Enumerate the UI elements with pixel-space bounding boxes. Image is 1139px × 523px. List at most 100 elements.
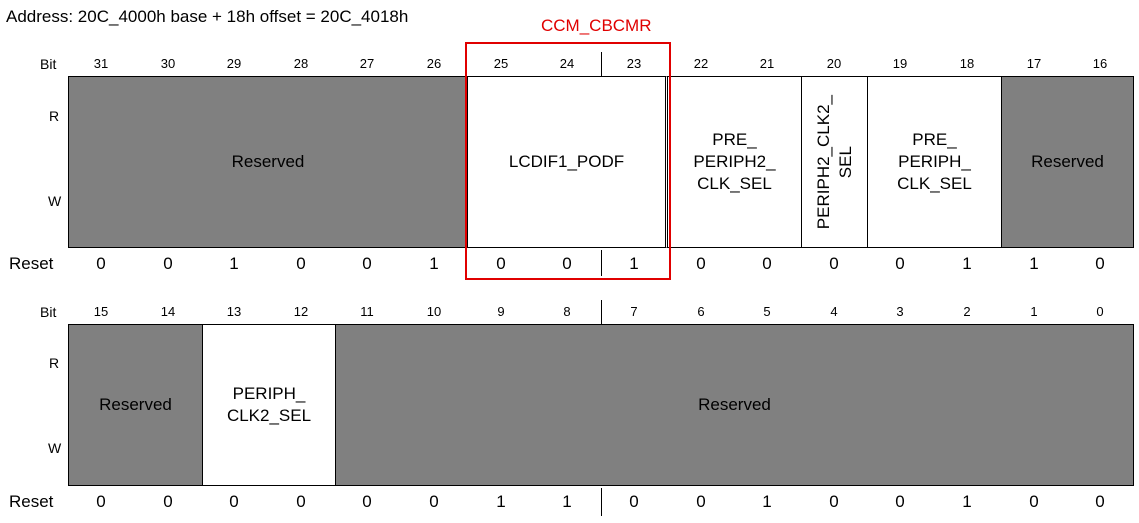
bit-number: 26 [426,56,442,71]
field-label: PERIPH_ CLK2_SEL [226,384,312,425]
reserved-field-11-0: Reserved [335,324,1134,486]
lower-bit-numbers: 15 14 13 12 11 10 9 8 7 6 5 4 3 2 1 0 [68,304,1134,322]
reset-value: 0 [296,492,306,511]
reset-value: 0 [696,254,706,273]
reset-value: 0 [829,254,839,273]
reset-value: 1 [962,492,972,511]
upper-register-fields: Reserved LCDIF1_PODF PRE_ PERIPH2_ CLK_S… [68,76,1134,248]
bit-number: 3 [896,304,904,319]
bit-number: 17 [1026,56,1042,71]
bit-number: 9 [497,304,505,319]
bit-number: 11 [360,304,374,319]
reset-value: 1 [1029,254,1039,273]
reset-value: 0 [829,492,839,511]
bit-number: 5 [763,304,771,319]
read-row-label: R [49,355,60,371]
reset-value: 0 [496,254,506,273]
bit-divider [601,488,602,516]
register-name-label: CCM_CBCMR [541,16,652,35]
field-label: Reserved [99,395,172,414]
field-label: Reserved [231,152,305,171]
reset-value: 0 [1029,492,1039,511]
bit-number: 31 [93,56,109,71]
reset-value: 0 [696,492,706,511]
lcdif1-podf-field: LCDIF1_PODF [467,76,668,248]
reset-value: 0 [895,492,905,511]
reset-value: 0 [762,254,772,273]
reset-row-label: Reset [9,254,54,273]
bit-number: 19 [892,56,908,71]
bit-row-label: Bit [40,304,57,320]
upper-reset-values: 0 0 1 0 0 1 0 0 1 0 0 0 0 1 1 0 [68,254,1134,276]
bit-number: 21 [759,56,775,71]
bit-number: 0 [1096,304,1104,319]
bit-number: 2 [963,304,971,319]
reset-value: 0 [1095,254,1105,273]
periph2-clk2-sel-field: PERIPH2_CLK2_ SEL [801,76,868,248]
reset-value: 1 [629,254,639,273]
field-label: LCDIF1_PODF [508,152,625,171]
bit-number: 6 [697,304,705,319]
lower-register-fields: Reserved PERIPH_ CLK2_SEL Reserved [68,324,1134,486]
bit-number: 27 [359,56,375,71]
pre-periph-clk-sel-field: PRE_ PERIPH_ CLK_SEL [867,76,1002,248]
reset-value: 1 [762,492,772,511]
reserved-field-17-16: Reserved [1001,76,1134,248]
reset-value: 0 [1095,492,1105,511]
bit-divider [601,52,602,76]
bit-number: 15 [93,304,109,319]
bit-number: 12 [293,304,309,319]
bit-number: 29 [226,56,242,71]
reset-value: 0 [96,492,106,511]
reset-value: 1 [496,492,506,511]
read-row-label: R [49,108,60,124]
reset-value: 0 [296,254,306,273]
reset-value: 0 [562,254,572,273]
field-label: Reserved [698,395,771,414]
bit-number: 25 [493,56,509,71]
write-row-label: W [48,193,62,209]
bit-number: 13 [226,304,242,319]
reset-value: 0 [362,254,372,273]
write-row-label: W [48,440,62,456]
bit-number: 30 [160,56,176,71]
bit-number: 8 [563,304,571,319]
register-address: Address: 20C_4000h base + 18h offset = 2… [6,7,409,26]
bit-divider [601,300,602,324]
bit-number: 10 [426,304,442,319]
field-label: PRE_ PERIPH2_ CLK_SEL [693,130,776,193]
field-label: Reserved [1031,152,1104,171]
bit-number: 22 [693,56,709,71]
reset-value: 0 [629,492,639,511]
pre-periph2-clk-sel-field: PRE_ PERIPH2_ CLK_SEL [667,76,802,248]
reset-value: 0 [895,254,905,273]
bit-number: 23 [626,56,642,71]
reserved-field-31-26: Reserved [68,76,468,248]
bit-number: 24 [559,56,575,71]
reset-value: 0 [163,254,173,273]
reset-row-label: Reset [9,492,54,511]
lower-reset-values: 0 0 0 0 0 0 1 1 0 0 1 0 0 1 0 0 [68,492,1134,514]
reset-value: 1 [429,254,439,273]
bit-number: 28 [293,56,309,71]
bit-row-label: Bit [40,56,57,72]
bit-number: 20 [826,56,842,71]
bit-number: 18 [959,56,975,71]
reset-value: 0 [163,492,173,511]
reset-value: 0 [429,492,439,511]
reset-value: 0 [229,492,239,511]
bit-number: 1 [1030,304,1038,319]
reserved-field-15-14: Reserved [68,324,203,486]
bit-number: 4 [830,304,838,319]
periph-clk2-sel-field: PERIPH_ CLK2_SEL [202,324,336,486]
reset-value: 1 [562,492,572,511]
field-label: PERIPH2_CLK2_ SEL [813,94,855,230]
reset-value: 1 [229,254,239,273]
upper-bit-numbers: 31 30 29 28 27 26 25 24 23 22 21 20 19 1… [68,56,1134,74]
reset-value: 0 [362,492,372,511]
bit-number: 16 [1092,56,1108,71]
field-label: PRE_ PERIPH_ CLK_SEL [897,130,972,193]
bit-number: 7 [630,304,638,319]
reset-value: 0 [96,254,106,273]
reset-value: 1 [962,254,972,273]
